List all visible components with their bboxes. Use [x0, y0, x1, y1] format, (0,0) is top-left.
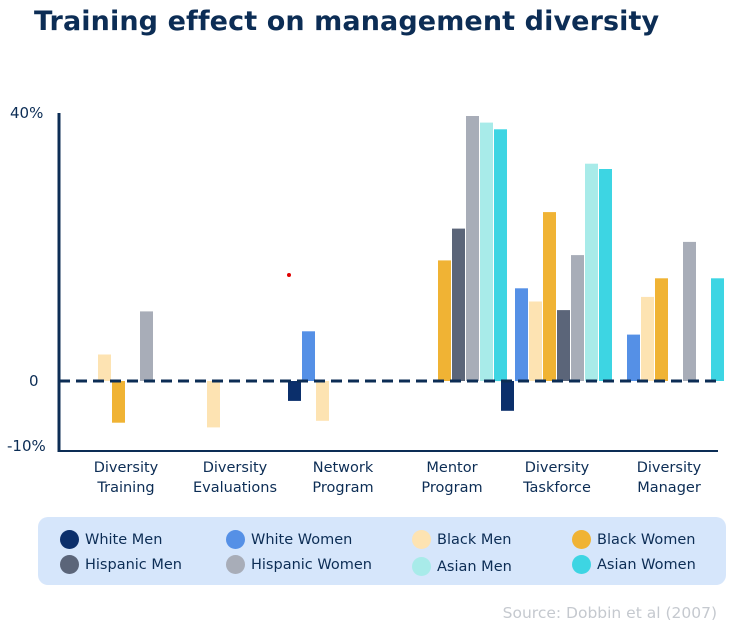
bar-black-women — [543, 212, 556, 381]
source-note: Source: Dobbin et al (2007) — [502, 604, 717, 622]
category-label-line: Program — [421, 480, 483, 496]
category-label-line: Diversity — [636, 460, 702, 476]
bar-black-women — [112, 381, 125, 423]
legend-swatch — [572, 555, 591, 574]
bar-black-women — [438, 260, 451, 381]
category-label: Diversity Manager — [614, 458, 724, 498]
legend-item: Asian Women — [572, 555, 696, 574]
legend-label: Hispanic Men — [85, 556, 182, 573]
bar-asian-men — [480, 122, 493, 381]
bar-asian-women — [711, 278, 724, 381]
bars-group — [98, 116, 724, 428]
bar-hispanic-men — [452, 228, 465, 381]
category-label-line: Program — [312, 480, 374, 496]
bar-hispanic-women — [683, 241, 696, 381]
category-label-line: Mentor — [426, 460, 478, 476]
category-label: Diversity Evaluations — [180, 458, 290, 498]
y-tick-label: -10% — [7, 437, 46, 455]
bar-white-women — [515, 288, 528, 382]
legend-item: Asian Men — [412, 557, 512, 576]
category-label: Network Program — [288, 458, 398, 498]
category-label: Diversity Taskforce — [502, 458, 612, 498]
legend-item: Hispanic Men — [60, 555, 182, 574]
bar-hispanic-women — [466, 116, 479, 381]
legend-item: Black Women — [572, 530, 695, 549]
legend-item: White Women — [226, 530, 352, 549]
category-label-line: Diversity — [202, 460, 268, 476]
legend-swatch — [412, 530, 431, 549]
bar-black-men — [98, 354, 111, 381]
bar-black-men — [529, 301, 542, 381]
legend-label: Asian Women — [597, 556, 696, 573]
marker-dot — [287, 273, 291, 277]
bar-black-men — [641, 296, 654, 381]
bar-black-men — [207, 381, 220, 428]
category-label-line: Taskforce — [523, 480, 591, 496]
legend: White Men White Women Black Men Black Wo… — [38, 517, 726, 585]
legend-swatch — [60, 530, 79, 549]
bar-hispanic-men — [557, 310, 570, 381]
legend-swatch — [412, 557, 431, 576]
legend-label: Asian Men — [437, 558, 512, 575]
legend-item: Hispanic Women — [226, 555, 372, 574]
bar-white-women — [627, 334, 640, 381]
category-label-line: Manager — [637, 480, 701, 496]
legend-swatch — [572, 530, 591, 549]
legend-swatch — [60, 555, 79, 574]
bar-chart — [57, 113, 724, 452]
legend-label: Hispanic Women — [251, 556, 372, 573]
bar-hispanic-women — [140, 311, 153, 381]
bar-black-women — [655, 278, 668, 381]
category-label-line: Diversity — [524, 460, 590, 476]
y-tick-label: 0 — [29, 372, 39, 390]
bar-black-men — [316, 381, 329, 421]
legend-item: Black Men — [412, 530, 511, 549]
category-label: Diversity Training — [71, 458, 181, 498]
bar-asian-men — [585, 163, 598, 381]
y-tick-label: 40% — [10, 104, 44, 122]
legend-swatch — [226, 555, 245, 574]
bar-white-men — [501, 381, 514, 411]
legend-label: White Men — [85, 531, 163, 548]
category-label-line: Evaluations — [192, 480, 278, 496]
chart-title: Training effect on management diversity — [34, 6, 660, 37]
legend-swatch — [226, 530, 245, 549]
legend-label: Black Men — [437, 531, 512, 548]
legend-item: White Men — [60, 530, 162, 549]
category-label: Mentor Program — [397, 458, 507, 498]
bar-white-men — [288, 381, 301, 401]
bar-asian-women — [599, 169, 612, 381]
legend-label: Black Women — [597, 531, 696, 548]
legend-label: White Women — [251, 531, 353, 548]
category-label-line: Diversity — [93, 460, 159, 476]
bar-asian-women — [494, 129, 507, 382]
category-label-line: Network — [312, 460, 374, 476]
bar-white-women — [302, 331, 315, 381]
category-label-line: Training — [97, 480, 155, 496]
bar-hispanic-women — [571, 255, 584, 381]
